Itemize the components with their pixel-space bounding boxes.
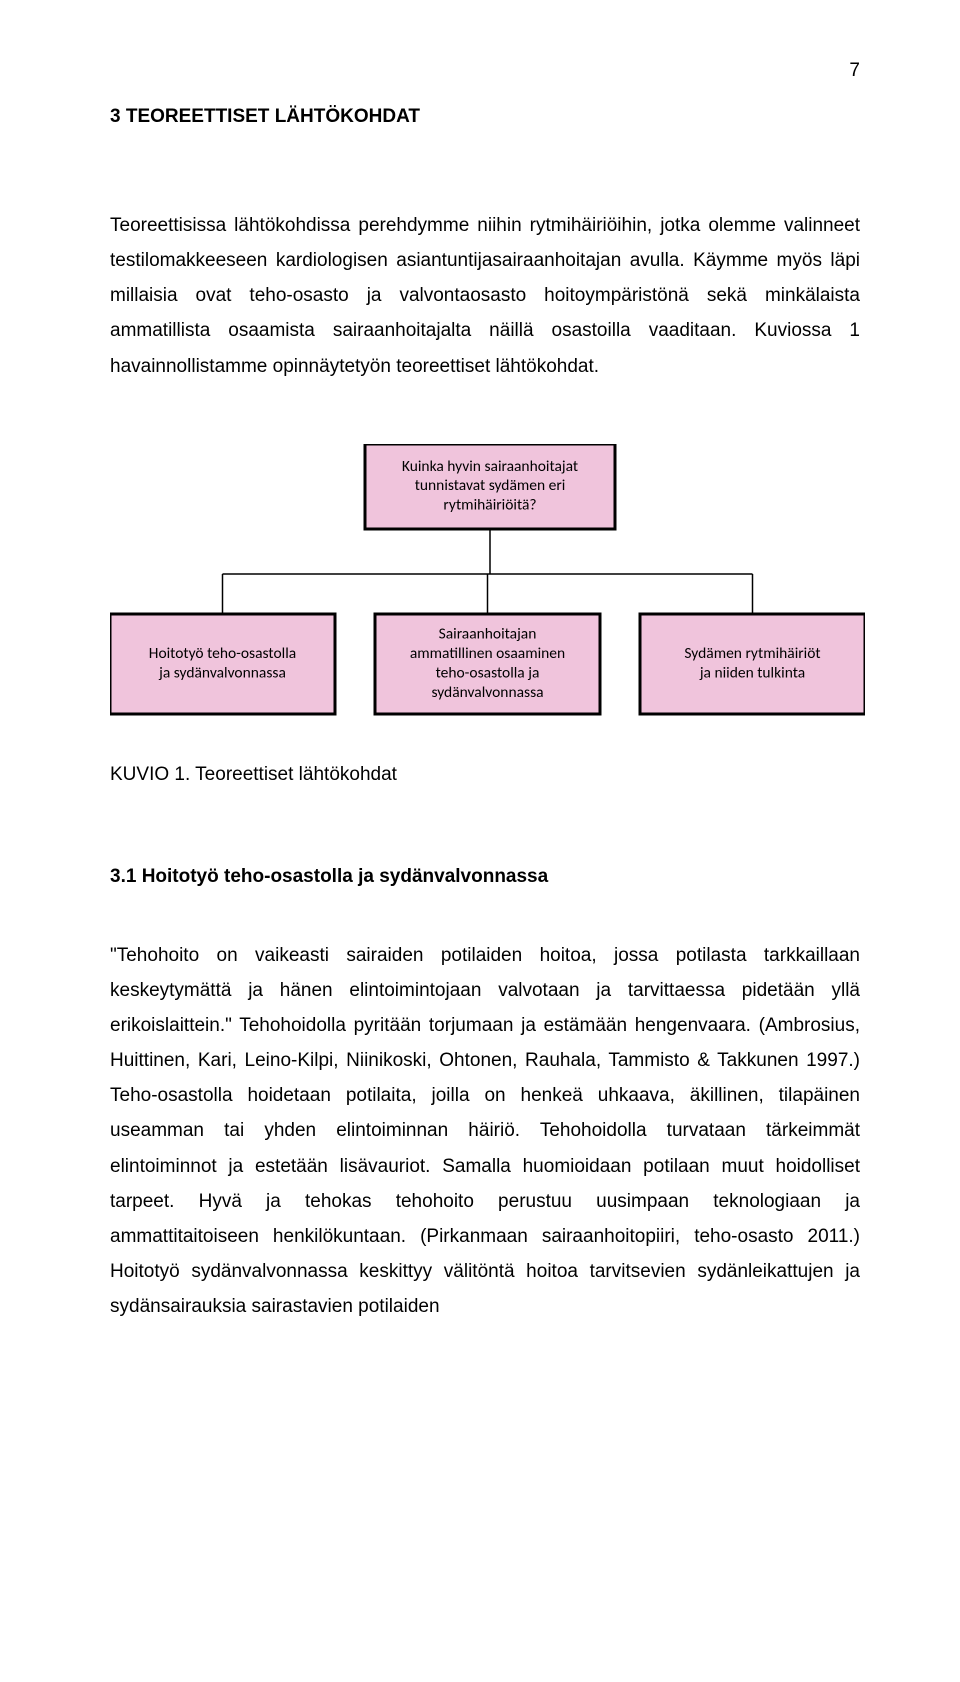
svg-text:tunnistavat sydämen eri: tunnistavat sydämen eri [415,476,566,495]
svg-text:ja niiden tulkinta: ja niiden tulkinta [699,663,805,682]
svg-text:Hoitotyö teho-osastolla: Hoitotyö teho-osastolla [149,644,296,663]
svg-text:sydänvalvonnassa: sydänvalvonnassa [431,682,543,701]
paragraph-2: "Tehohoito on vaikeasti sairaiden potila… [110,938,860,1325]
svg-text:Kuinka hyvin sairaanhoitajat: Kuinka hyvin sairaanhoitajat [402,457,578,476]
svg-text:Sydämen rytmihäiriöt: Sydämen rytmihäiriöt [684,644,820,663]
svg-text:rytmihäiriöitä?: rytmihäiriöitä? [443,495,536,514]
svg-text:teho-osastolla ja: teho-osastolla ja [436,663,540,682]
page-number: 7 [110,60,860,82]
subsection-heading: 3.1 Hoitotyö teho-osastolla ja sydänvalv… [110,866,860,888]
flowchart-diagram: Kuinka hyvin sairaanhoitajattunnistavat … [110,444,860,724]
child-node-2: Sydämen rytmihäiriötja niiden tulkinta [640,614,865,714]
child-node-0: Hoitotyö teho-osastollaja sydänvalvonnas… [110,614,335,714]
svg-text:ammatillinen osaaminen: ammatillinen osaaminen [410,644,565,663]
section-heading: 3 TEOREETTISET LÄHTÖKOHDAT [110,106,860,128]
svg-text:Sairaanhoitajan: Sairaanhoitajan [439,624,537,643]
paragraph-1: Teoreettisissa lähtökohdissa perehdymme … [110,208,860,384]
svg-text:ja sydänvalvonnassa: ja sydänvalvonnassa [158,663,286,682]
figure-caption: KUVIO 1. Teoreettiset lähtökohdat [110,764,860,786]
child-node-1: Sairaanhoitajanammatillinen osaaminenteh… [375,614,600,714]
root-node: Kuinka hyvin sairaanhoitajattunnistavat … [365,444,615,529]
